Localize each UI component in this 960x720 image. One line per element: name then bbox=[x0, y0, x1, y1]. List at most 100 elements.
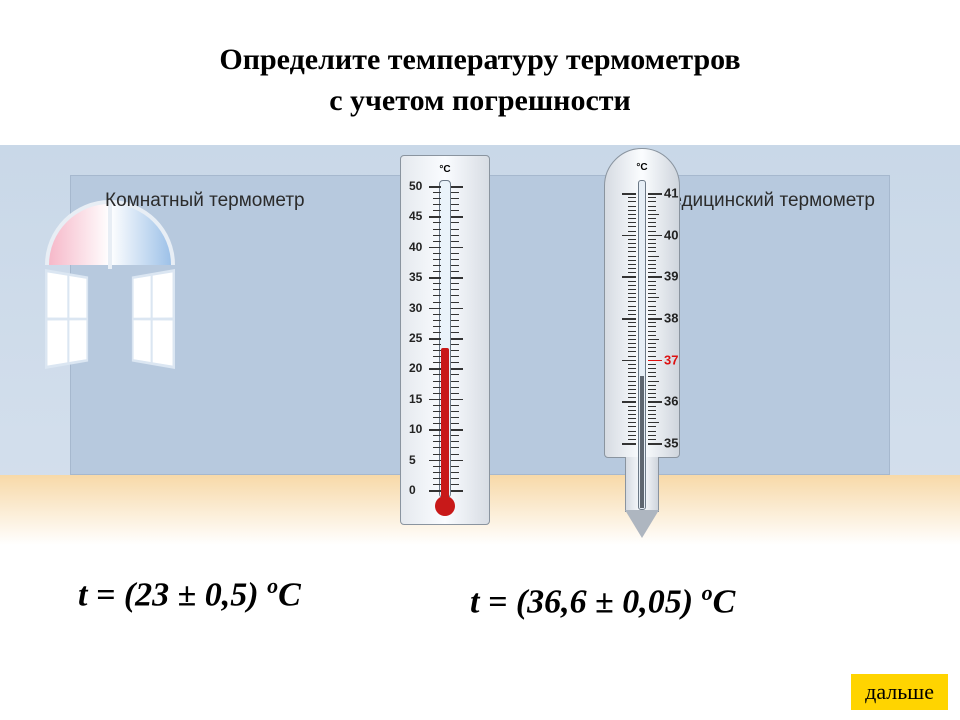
next-button[interactable]: дальше bbox=[851, 674, 948, 710]
med-tick bbox=[628, 310, 636, 311]
med-tick bbox=[648, 397, 656, 398]
med-tick bbox=[648, 256, 659, 257]
medical-thermometer-label: Медицинский термометр bbox=[655, 190, 875, 212]
room-tick bbox=[433, 326, 441, 327]
med-tick bbox=[648, 376, 656, 377]
room-thermometer: °C 05101520253035404550 bbox=[400, 155, 490, 525]
med-tick bbox=[628, 385, 636, 386]
room-tick-label: 25 bbox=[409, 331, 422, 345]
room-tick-label: 35 bbox=[409, 270, 422, 284]
room-tick bbox=[451, 186, 463, 188]
med-tick-label: 36 bbox=[664, 394, 678, 409]
room-tick bbox=[433, 222, 441, 223]
med-tick bbox=[628, 260, 636, 261]
med-tick-label: 41 bbox=[664, 186, 678, 201]
med-tick bbox=[628, 285, 636, 286]
med-tick bbox=[628, 339, 636, 340]
med-tick bbox=[648, 260, 656, 261]
room-bulb bbox=[435, 496, 455, 516]
room-tick-label: 45 bbox=[409, 209, 422, 223]
med-tick-label: 35 bbox=[664, 436, 678, 451]
med-tick bbox=[622, 193, 636, 195]
room-tick bbox=[451, 478, 459, 479]
page-title: Определите температуру термометров с уче… bbox=[0, 0, 960, 121]
med-tick bbox=[648, 193, 662, 195]
med-tick bbox=[648, 289, 656, 290]
room-tick bbox=[451, 277, 463, 279]
med-tick bbox=[622, 443, 636, 445]
med-tick bbox=[628, 197, 636, 198]
room-tick bbox=[433, 447, 441, 448]
room-tick bbox=[451, 441, 459, 442]
room-tick bbox=[451, 235, 459, 236]
med-tick bbox=[648, 210, 656, 211]
room-tick bbox=[433, 417, 441, 418]
room-tick bbox=[451, 344, 459, 345]
med-tick bbox=[648, 293, 656, 294]
room-tick bbox=[433, 405, 441, 406]
room-tick bbox=[451, 283, 459, 284]
room-tick bbox=[433, 381, 441, 382]
room-tick bbox=[451, 393, 459, 394]
med-tick bbox=[628, 414, 636, 415]
med-tick bbox=[628, 343, 636, 344]
room-tick bbox=[451, 484, 459, 485]
formula-room: t = (23 ± 0,5) oC bbox=[78, 573, 301, 614]
med-tick bbox=[648, 243, 656, 244]
room-tick bbox=[433, 295, 441, 296]
med-tick bbox=[628, 426, 636, 427]
med-tick bbox=[648, 247, 656, 248]
med-tick bbox=[628, 368, 636, 369]
room-tick bbox=[451, 259, 459, 260]
med-tick bbox=[628, 397, 636, 398]
room-tick bbox=[429, 308, 441, 310]
room-tick bbox=[433, 192, 441, 193]
room-tick bbox=[451, 247, 463, 249]
med-tick bbox=[628, 297, 636, 298]
title-line-1: Определите температуру термометров bbox=[219, 43, 740, 76]
room-tick bbox=[429, 460, 441, 462]
med-tick bbox=[648, 356, 656, 357]
medical-thermometer: °C 35363738394041 bbox=[604, 148, 680, 543]
med-tick bbox=[622, 401, 636, 403]
room-tick bbox=[451, 289, 459, 290]
med-tick bbox=[648, 301, 656, 302]
room-tick-label: 0 bbox=[409, 483, 416, 497]
room-tick bbox=[451, 405, 459, 406]
med-tick bbox=[648, 251, 656, 252]
med-tick bbox=[628, 422, 636, 423]
room-tick bbox=[451, 374, 459, 375]
room-tick bbox=[451, 356, 459, 357]
med-tick bbox=[628, 214, 636, 215]
med-tick bbox=[648, 222, 656, 223]
room-thermometer-label: Комнатный термометр bbox=[105, 190, 305, 212]
room-tick bbox=[433, 374, 441, 375]
room-tick bbox=[451, 216, 463, 218]
room-tick-label: 10 bbox=[409, 422, 422, 436]
med-tick bbox=[628, 251, 636, 252]
med-tick bbox=[648, 214, 659, 215]
med-tick bbox=[648, 231, 656, 232]
med-tick bbox=[648, 443, 662, 445]
med-tick bbox=[628, 356, 636, 357]
med-tick bbox=[648, 435, 656, 436]
med-tick bbox=[628, 289, 636, 290]
room-tick bbox=[429, 186, 441, 188]
room-tick bbox=[451, 387, 459, 388]
med-tick bbox=[648, 339, 659, 340]
room-tick bbox=[451, 399, 463, 401]
room-tick bbox=[433, 393, 441, 394]
med-tick bbox=[622, 318, 636, 320]
med-tick bbox=[648, 389, 656, 390]
med-tick-label: 40 bbox=[664, 227, 678, 242]
med-tick bbox=[628, 256, 636, 257]
med-tick bbox=[648, 393, 656, 394]
med-tick bbox=[628, 218, 636, 219]
med-tick bbox=[648, 331, 656, 332]
room-tick bbox=[433, 283, 441, 284]
room-tick bbox=[451, 271, 459, 272]
room-tick bbox=[451, 368, 463, 370]
room-tick bbox=[451, 302, 459, 303]
room-tick bbox=[433, 484, 441, 485]
med-tick bbox=[628, 226, 636, 227]
